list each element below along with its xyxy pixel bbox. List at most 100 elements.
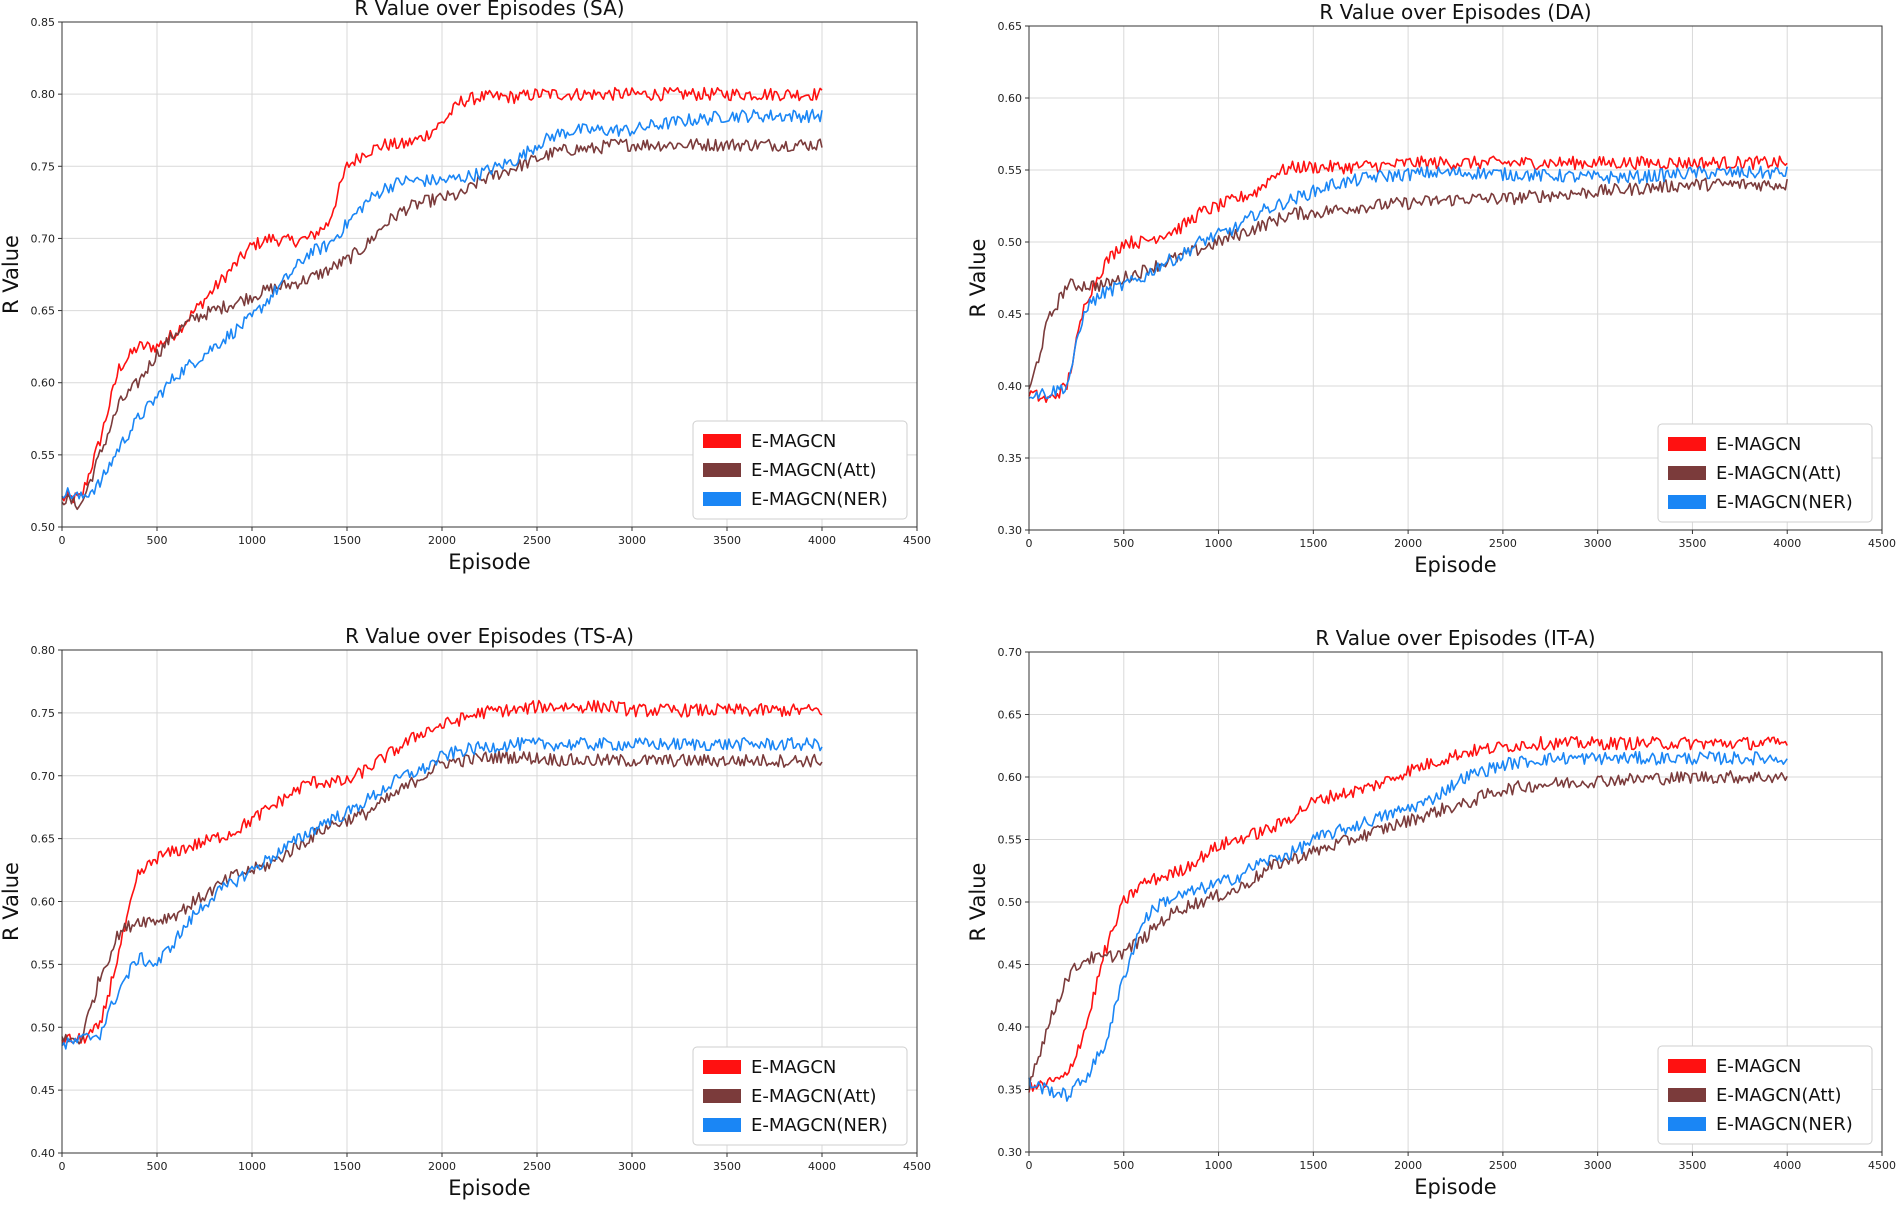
legend-label: E-MAGCN [751, 431, 836, 452]
series-line-e-magcn-ner [1028, 751, 1788, 1102]
x-tick-label: 500 [1113, 1159, 1134, 1172]
chart-panel-sa: 0 500 1000 1500 2000 2500 3000 3500 4000 4500 0.50… [0, 0, 931, 574]
x-tick-label: 0 [59, 534, 66, 547]
x-tick-label: 4500 [903, 1160, 931, 1173]
x-tick-label: 1500 [1299, 537, 1327, 550]
series-line-e-magcn-att [1028, 770, 1788, 1090]
legend: E-MAGCN E-MAGCN(Att) E-MAGCN(NER) [1657, 423, 1873, 523]
x-tick-label: 3000 [1584, 537, 1612, 550]
series-line-e-magcn-att [1028, 177, 1788, 390]
x-tick-label: 3500 [713, 1160, 741, 1173]
legend: E-MAGCN E-MAGCN(Att) E-MAGCN(NER) [692, 420, 908, 520]
y-tick-label: 0.30 [998, 1146, 1023, 1159]
x-tick-label: 1500 [333, 534, 361, 547]
y-tick-label: 0.35 [998, 1084, 1023, 1097]
legend-box [1657, 1045, 1873, 1145]
x-axis-label: Episode [448, 1176, 530, 1200]
legend-label: E-MAGCN [1716, 1056, 1801, 1077]
x-tick-label: 4500 [903, 534, 931, 547]
x-tick-label: 3500 [1678, 1159, 1706, 1172]
chart-title: R Value over Episodes (SA) [354, 0, 624, 20]
y-tick-label: 0.85 [31, 16, 56, 29]
y-tick-label: 0.40 [31, 1147, 56, 1160]
legend-swatch [703, 434, 741, 448]
legend-box [692, 420, 908, 520]
y-tick-label: 0.65 [31, 305, 56, 318]
x-tick-label: 0 [1026, 1159, 1033, 1172]
legend-swatch [1668, 1059, 1706, 1073]
y-tick-label: 0.55 [31, 449, 56, 462]
x-tick-label: 3500 [1678, 537, 1706, 550]
x-tick-label: 4000 [808, 534, 836, 547]
legend-swatch [703, 1060, 741, 1074]
x-tick-label: 4500 [1868, 537, 1896, 550]
series-line-e-magcn-att [61, 138, 823, 511]
series-line-e-magcn-ner [1028, 165, 1788, 400]
y-tick-label: 0.60 [31, 377, 56, 390]
y-tick-label: 0.60 [31, 896, 56, 909]
plot-frame [61, 21, 918, 528]
x-tick-label: 2000 [428, 1160, 456, 1173]
x-tick-label: 2500 [523, 1160, 551, 1173]
chart-title: R Value over Episodes (DA) [1319, 0, 1591, 24]
x-tick-label: 3000 [1584, 1159, 1612, 1172]
chart-title: R Value over Episodes (IT-A) [1315, 626, 1595, 650]
legend-swatch [703, 463, 741, 477]
series-line-e-magcn-ner [61, 108, 823, 500]
x-tick-label: 2000 [1394, 1159, 1422, 1172]
legend-swatch [1668, 1117, 1706, 1131]
legend-swatch [1668, 437, 1706, 451]
x-tick-label: 4000 [1773, 1159, 1801, 1172]
chart-panel-da: 0 500 1000 1500 2000 2500 3000 3500 4000 4500 0.30… [966, 0, 1896, 577]
y-axis-label: R Value [966, 239, 990, 318]
series-line-e-magcn [61, 699, 823, 1046]
x-tick-label: 2000 [428, 534, 456, 547]
legend-label: E-MAGCN [1716, 434, 1801, 455]
x-axis-label: Episode [448, 550, 530, 574]
legend-label: E-MAGCN(Att) [1716, 463, 1842, 484]
y-tick-label: 0.50 [31, 1021, 56, 1034]
y-tick-label: 0.70 [31, 770, 56, 783]
legend-label: E-MAGCN(Att) [1716, 1085, 1842, 1106]
y-tick-label: 0.55 [31, 958, 56, 971]
series-line-e-magcn-att [61, 750, 823, 1045]
legend-swatch [703, 1089, 741, 1103]
y-tick-label: 0.65 [31, 833, 56, 846]
x-tick-label: 1000 [238, 534, 266, 547]
legend-swatch [703, 492, 741, 506]
legend-label: E-MAGCN(NER) [751, 1115, 888, 1136]
y-tick-label: 0.75 [31, 160, 56, 173]
x-tick-label: 3500 [713, 534, 741, 547]
plot-frame [61, 649, 918, 1154]
x-tick-label: 0 [59, 1160, 66, 1173]
y-tick-label: 0.75 [31, 707, 56, 720]
x-tick-label: 2500 [1489, 537, 1517, 550]
x-tick-label: 500 [147, 1160, 168, 1173]
chart-panel-it-a: 0 500 1000 1500 2000 2500 3000 3500 4000 4500 0.30… [966, 626, 1896, 1199]
series-line-e-magcn-ner [61, 737, 823, 1050]
y-axis-label: R Value [0, 862, 23, 941]
x-tick-label: 2500 [1489, 1159, 1517, 1172]
y-axis-label: R Value [0, 235, 23, 314]
x-tick-label: 3000 [618, 534, 646, 547]
x-tick-label: 1000 [1205, 1159, 1233, 1172]
legend-label: E-MAGCN(Att) [751, 1086, 877, 1107]
y-tick-label: 0.45 [998, 959, 1023, 972]
x-tick-label: 4000 [808, 1160, 836, 1173]
legend: E-MAGCN E-MAGCN(Att) E-MAGCN(NER) [692, 1046, 908, 1146]
y-tick-label: 0.45 [998, 308, 1023, 321]
legend-swatch [703, 1118, 741, 1132]
series-line-e-magcn [1028, 736, 1788, 1093]
y-tick-label: 0.65 [998, 20, 1023, 33]
y-tick-label: 0.50 [998, 896, 1023, 909]
y-axis-label: R Value [966, 863, 990, 942]
x-axis-label: Episode [1414, 1175, 1496, 1199]
y-tick-label: 0.50 [31, 521, 56, 534]
legend-swatch [1668, 495, 1706, 509]
y-tick-label: 0.55 [998, 834, 1023, 847]
legend-swatch [1668, 466, 1706, 480]
x-axis-label: Episode [1414, 553, 1496, 577]
x-tick-label: 4000 [1773, 537, 1801, 550]
